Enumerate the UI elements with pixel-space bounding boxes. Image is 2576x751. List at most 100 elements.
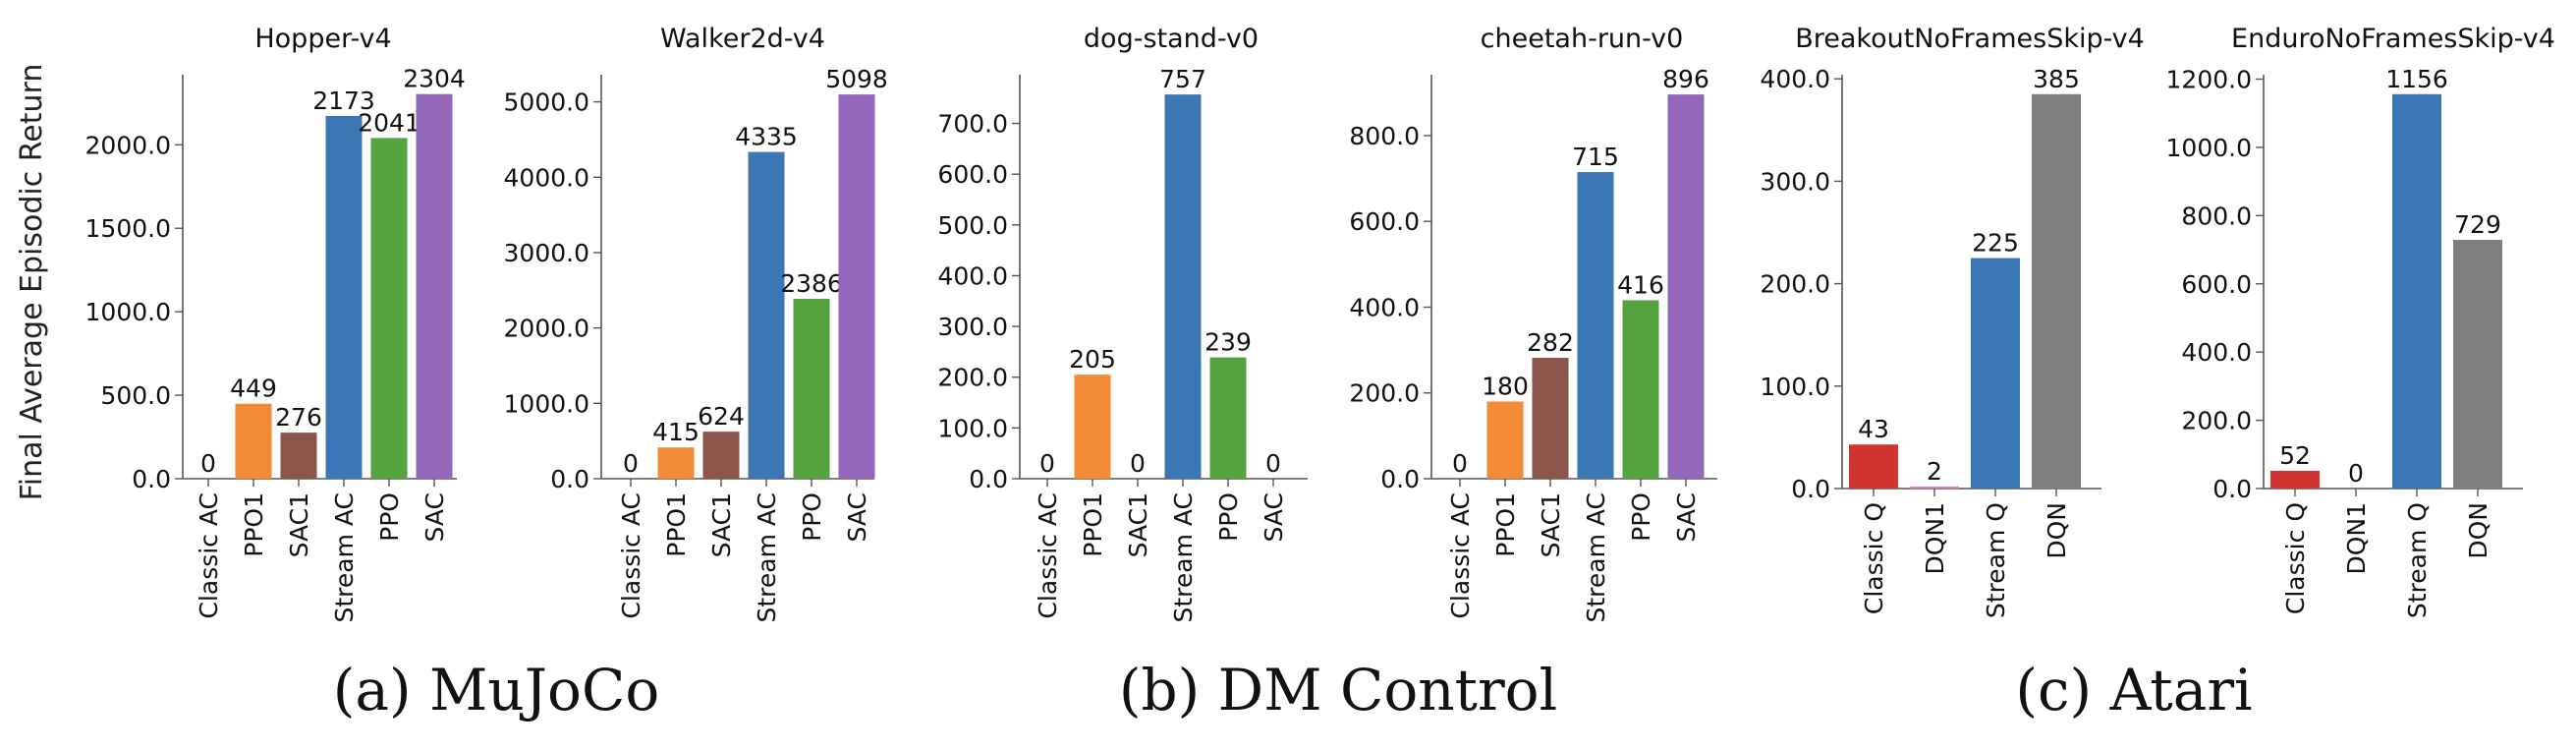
value-label-dog-stand-v0-ppo1: 205	[1069, 345, 1116, 374]
category-label-dog-stand-v0-sac1: SAC1	[1124, 492, 1152, 557]
value-label-enduronoframesskip-v4-stream-q: 1156	[2385, 65, 2448, 93]
chart-title-cheetah-run-v0: cheetah-run-v0	[1481, 24, 1684, 54]
value-label-dog-stand-v0-sac: 0	[1265, 449, 1281, 478]
value-label-breakoutnoframesskip-v4-classic-q: 43	[1858, 415, 1889, 443]
bar-walker2d-v4-ppo	[793, 299, 830, 479]
value-label-cheetah-run-v0-sac: 896	[1662, 65, 1709, 93]
category-label-walker2d-v4-ppo1: PPO1	[662, 492, 691, 557]
category-label-cheetah-run-v0-sac1: SAC1	[1537, 492, 1565, 557]
y-tick-label-walker2d-v4-3: 3000.0	[504, 239, 589, 267]
y-tick-label-cheetah-run-v0-0: 0.0	[1380, 465, 1420, 493]
y-axis-label: Final Average Episodic Return	[15, 64, 49, 501]
y-tick-label-walker2d-v4-5: 5000.0	[504, 88, 589, 117]
value-label-walker2d-v4-sac1: 624	[698, 402, 745, 431]
y-tick-label-walker2d-v4-1: 1000.0	[504, 389, 589, 418]
bar-hopper-v4-sac1	[280, 433, 317, 479]
category-label-breakoutnoframesskip-v4-classic-q: Classic Q	[1860, 502, 1888, 614]
y-tick-label-enduronoframesskip-v4-2: 400.0	[2181, 338, 2252, 367]
category-label-walker2d-v4-sac: SAC	[843, 492, 871, 542]
category-label-enduronoframesskip-v4-dqn1: DQN1	[2342, 502, 2371, 575]
category-label-cheetah-run-v0-ppo: PPO	[1627, 492, 1655, 542]
value-label-dog-stand-v0-classic-ac: 0	[1039, 449, 1055, 478]
y-tick-label-hopper-v4-4: 2000.0	[85, 131, 171, 159]
bar-breakoutnoframesskip-v4-stream-q	[1971, 258, 2020, 489]
y-tick-label-breakoutnoframesskip-v4-1: 100.0	[1760, 373, 1830, 401]
y-tick-label-walker2d-v4-0: 0.0	[550, 465, 589, 493]
bar-dog-stand-v0-stream-ac	[1164, 94, 1202, 479]
value-label-dog-stand-v0-sac1: 0	[1130, 449, 1146, 478]
y-tick-label-dog-stand-v0-4: 400.0	[937, 261, 1008, 290]
category-label-enduronoframesskip-v4-classic-q: Classic Q	[2281, 502, 2310, 614]
value-label-breakoutnoframesskip-v4-dqn1: 2	[1927, 457, 1942, 486]
category-label-breakoutnoframesskip-v4-dqn: DQN	[2043, 502, 2071, 559]
y-tick-label-hopper-v4-0: 0.0	[132, 465, 171, 493]
bar-hopper-v4-sac	[416, 93, 453, 479]
category-label-enduronoframesskip-v4-dqn: DQN	[2464, 502, 2492, 559]
bar-breakoutnoframesskip-v4-classic-q	[1849, 444, 1898, 489]
bar-walker2d-v4-sac1	[702, 432, 740, 479]
y-tick-label-enduronoframesskip-v4-3: 600.0	[2181, 270, 2252, 299]
value-label-enduronoframesskip-v4-dqn1: 0	[2348, 459, 2364, 488]
category-label-walker2d-v4-ppo: PPO	[798, 492, 826, 542]
y-tick-label-dog-stand-v0-7: 700.0	[937, 110, 1008, 139]
category-label-walker2d-v4-stream-ac: Stream AC	[753, 492, 781, 623]
y-tick-label-hopper-v4-1: 500.0	[100, 381, 171, 410]
y-tick-label-walker2d-v4-4: 4000.0	[504, 163, 589, 192]
value-label-walker2d-v4-stream-ac: 4335	[735, 123, 798, 151]
bar-cheetah-run-v0-stream-ac	[1577, 172, 1614, 480]
value-label-breakoutnoframesskip-v4-stream-q: 225	[1972, 229, 2019, 258]
bar-hopper-v4-stream-ac	[325, 115, 363, 480]
y-tick-label-dog-stand-v0-0: 0.0	[969, 465, 1008, 493]
value-label-dog-stand-v0-ppo: 239	[1204, 328, 1252, 357]
category-label-dog-stand-v0-ppo: PPO	[1214, 492, 1243, 542]
y-tick-label-enduronoframesskip-v4-6: 1200.0	[2166, 66, 2252, 94]
category-label-hopper-v4-sac: SAC	[420, 492, 449, 542]
y-tick-label-hopper-v4-3: 1500.0	[85, 214, 171, 243]
bar-cheetah-run-v0-sac1	[1532, 357, 1569, 479]
bar-enduronoframesskip-v4-classic-q	[2270, 470, 2320, 489]
category-label-walker2d-v4-sac1: SAC1	[707, 492, 736, 557]
value-label-cheetah-run-v0-ppo: 416	[1617, 270, 1664, 299]
value-label-dog-stand-v0-stream-ac: 757	[1159, 65, 1206, 93]
category-label-hopper-v4-sac1: SAC1	[285, 492, 313, 557]
value-label-hopper-v4-classic-ac: 0	[200, 449, 216, 478]
chart-title-walker2d-v4: Walker2d-v4	[660, 24, 825, 54]
value-label-walker2d-v4-ppo1: 415	[652, 418, 700, 446]
y-tick-label-enduronoframesskip-v4-1: 200.0	[2181, 407, 2252, 435]
category-label-dog-stand-v0-classic-ac: Classic AC	[1034, 492, 1062, 619]
category-label-hopper-v4-ppo1: PPO1	[240, 492, 268, 557]
value-label-enduronoframesskip-v4-dqn: 729	[2454, 210, 2501, 239]
y-tick-label-cheetah-run-v0-2: 400.0	[1349, 293, 1420, 321]
value-label-cheetah-run-v0-ppo1: 180	[1482, 372, 1529, 400]
value-label-hopper-v4-ppo: 2041	[358, 108, 420, 137]
chart-title-enduronoframesskip-v4: EnduroNoFramesSkip-v4	[2231, 24, 2555, 54]
category-label-cheetah-run-v0-sac: SAC	[1672, 492, 1701, 542]
bar-walker2d-v4-stream-ac	[748, 151, 785, 480]
value-label-hopper-v4-sac1: 276	[275, 403, 322, 432]
bar-breakoutnoframesskip-v4-dqn	[2032, 93, 2081, 490]
category-label-cheetah-run-v0-classic-ac: Classic AC	[1446, 492, 1475, 619]
bar-walker2d-v4-sac	[838, 94, 875, 479]
y-tick-label-cheetah-run-v0-3: 600.0	[1349, 207, 1420, 236]
bar-dog-stand-v0-ppo1	[1074, 375, 1111, 479]
y-tick-label-cheetah-run-v0-1: 200.0	[1349, 379, 1420, 408]
category-label-dog-stand-v0-ppo1: PPO1	[1079, 492, 1107, 557]
category-label-breakoutnoframesskip-v4-stream-q: Stream Q	[1982, 502, 2010, 618]
category-label-dog-stand-v0-sac: SAC	[1260, 492, 1288, 542]
category-label-breakoutnoframesskip-v4-dqn1: DQN1	[1921, 502, 1949, 575]
value-label-walker2d-v4-ppo: 2386	[780, 269, 843, 298]
y-tick-label-enduronoframesskip-v4-5: 1000.0	[2166, 134, 2252, 162]
category-label-dog-stand-v0-stream-ac: Stream AC	[1169, 492, 1198, 623]
bar-hopper-v4-ppo1	[235, 403, 272, 479]
value-label-cheetah-run-v0-stream-ac: 715	[1572, 143, 1619, 171]
y-tick-label-dog-stand-v0-2: 200.0	[937, 364, 1008, 392]
bar-enduronoframesskip-v4-dqn	[2453, 239, 2502, 489]
caption-mujoco: (a) MuJoCo	[332, 657, 660, 723]
y-tick-label-breakoutnoframesskip-v4-0: 0.0	[1791, 475, 1830, 503]
bar-enduronoframesskip-v4-stream-q	[2392, 93, 2441, 490]
bar-cheetah-run-v0-ppo	[1622, 300, 1659, 479]
bar-breakoutnoframesskip-v4-dqn1	[1910, 486, 1959, 489]
chart-title-dog-stand-v0: dog-stand-v0	[1084, 24, 1259, 54]
y-tick-label-cheetah-run-v0-4: 800.0	[1349, 122, 1420, 150]
